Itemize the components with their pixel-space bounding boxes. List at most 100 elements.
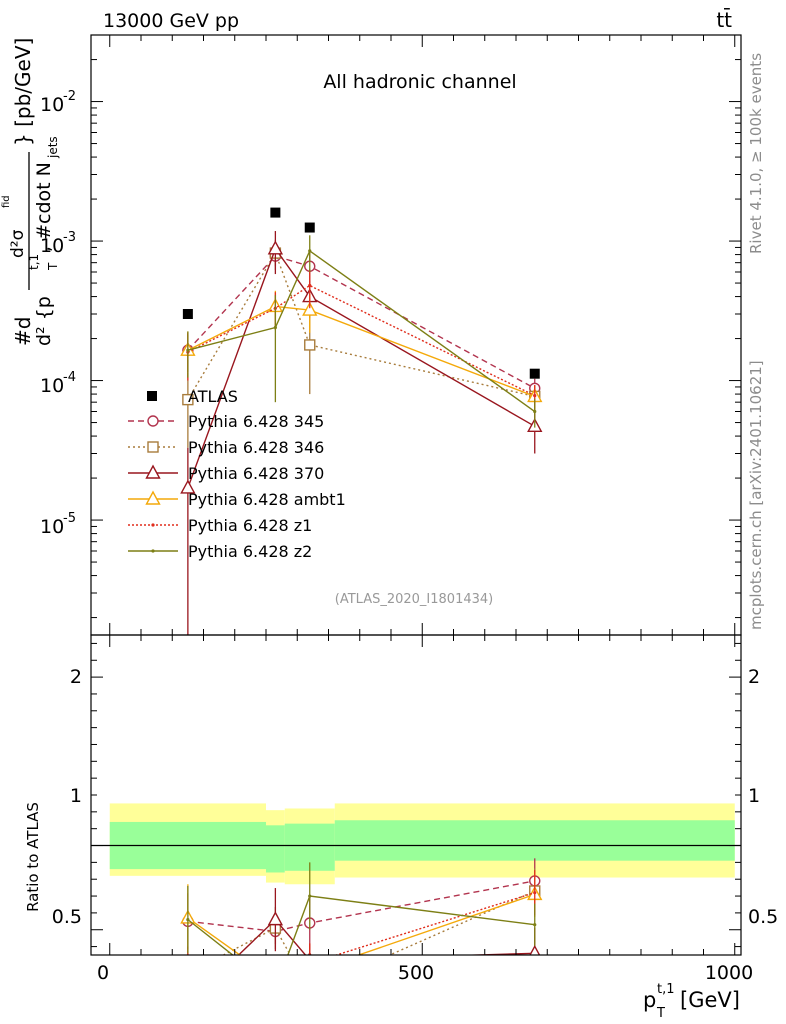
x-tick-label: 500 (398, 962, 434, 984)
y-tick-label-1e-5: 10 -5 (40, 511, 76, 538)
legend-marker (145, 464, 161, 479)
xlabel-sup: t,1 (657, 982, 675, 997)
series-line (187, 255, 536, 389)
legend-label: Pythia 6.428 370 (188, 464, 324, 483)
y-tick-exponent: -3 (63, 230, 76, 245)
ylabel-jets-sub: jets (46, 136, 60, 159)
atlas-data-point (270, 207, 281, 218)
ylabel-fid: fid (1, 195, 12, 208)
ratio-tick-label-right: 1 (748, 785, 760, 807)
data-point (180, 479, 196, 494)
chart-title: All hadronic channel (323, 71, 516, 93)
legend-label: ATLAS (188, 387, 238, 406)
ylabel-pt-sub: T (46, 262, 60, 271)
ratio-series-pythia-6.428-370 (181, 888, 541, 1009)
legend: ATLAS Pythia 6.428 345 Pythia 6.428 346 Py… (128, 387, 346, 561)
ratio-point (181, 997, 194, 1009)
analysis-label: (ATLAS_2020_I1801434) (335, 592, 493, 607)
y-tick-base: 10 (40, 516, 64, 538)
legend-entry: Pythia 6.428 370 (128, 464, 324, 483)
legend-marker (147, 441, 159, 453)
ratio-line (187, 880, 535, 933)
series-pythia-6.428-z1 (186, 269, 537, 409)
series-line (187, 249, 536, 413)
data-point (302, 301, 318, 316)
y-tick-label-1e-4: 10 -4 (40, 370, 76, 397)
y-tick-base: 10 (40, 235, 64, 257)
y-tick-base: 10 (40, 94, 64, 116)
ratio-line (187, 895, 535, 955)
source-label: mcplots.cern.ch [arXiv:2401.10621] (747, 360, 765, 630)
ratio-tick-label-left: 2 (70, 666, 82, 688)
ratio-point (183, 969, 193, 979)
ratio-point (186, 918, 190, 922)
x-tick-label: 0 (97, 962, 109, 984)
legend-marker (151, 549, 155, 553)
series-line (187, 305, 536, 398)
y-tick-exponent: -4 (63, 370, 76, 385)
ratio-tick-label-left: 0.5 (52, 906, 82, 928)
ratio-point (274, 987, 277, 990)
legend-marker (145, 490, 161, 505)
ratio-point (303, 965, 316, 977)
ratio-point (533, 923, 537, 927)
ratio-point (533, 891, 537, 895)
atlas-data-point (529, 368, 540, 379)
axes (90, 34, 742, 956)
header-beam-label: 13000 GeV pp (103, 10, 239, 32)
ylabel-prefix: #d (11, 317, 35, 346)
legend-entry: Pythia 6.428 346 (128, 438, 324, 457)
y-tick-exponent: -2 (63, 89, 76, 104)
y-tick-label-1e-2: 10 -2 (40, 89, 76, 116)
ratio-series-pythia-6.428-z2 (186, 862, 537, 990)
series-line (187, 284, 536, 397)
data-point (267, 240, 284, 255)
legend-entry: Pythia 6.428 ambt1 (128, 490, 346, 509)
ratio-uncertainty-bands (91, 803, 741, 885)
ratio-line (222, 890, 536, 955)
ratio-line (187, 893, 535, 955)
legend-entry: Pythia 6.428 345 (128, 412, 324, 431)
legend-label: Pythia 6.428 345 (188, 412, 324, 431)
ylabel-unit: } [pb/GeV] (11, 38, 35, 146)
main-y-axis-label: #d d²σ fid d² {p T t,1 , #cdot N jets } … (1, 38, 60, 346)
x-tick-label: 1000 (705, 962, 753, 984)
data-point (186, 348, 190, 352)
series-line (187, 251, 535, 400)
x-axis-label: p T t,1 [GeV] (643, 982, 740, 1021)
data-point (308, 283, 312, 288)
ratio-series-pythia-6.428-346 (183, 868, 541, 995)
data-point (182, 393, 194, 406)
ratio-y-axis-label: Ratio to ATLAS (24, 802, 42, 912)
xlabel-sub: T (656, 1006, 665, 1021)
ratio-plot-marks (180, 858, 543, 1009)
legend-label: Pythia 6.428 z2 (188, 542, 312, 561)
atlas-data-point (304, 222, 315, 233)
series-line (187, 247, 536, 489)
legend-entry: Pythia 6.428 z1 (128, 516, 312, 535)
ratio-band-green (334, 820, 735, 861)
rivet-label: Rivet 4.1.0, ≥ 100k events (747, 53, 765, 254)
ratio-point (305, 985, 315, 995)
ylabel-denominator: d² {p (33, 296, 55, 346)
xlabel-p: p (643, 988, 656, 1012)
legend-marker (147, 415, 159, 427)
series-pythia-6.428-z2 (186, 235, 537, 428)
ratio-point (274, 977, 277, 980)
y-tick-label-1e-3: 10 -3 (40, 230, 76, 257)
xlabel-unit: [GeV] (680, 988, 740, 1012)
y-tick-base: 10 (40, 375, 64, 397)
ratio-line (334, 892, 535, 955)
series-pythia-6.428-370 (180, 231, 543, 635)
ratio-point (186, 979, 189, 982)
ratio-series-pythia-6.428-z1 (186, 870, 537, 982)
legend-entry: Pythia 6.428 z2 (128, 542, 312, 561)
ratio-tick-label-right: 0.5 (748, 906, 778, 928)
ratio-point (267, 911, 284, 926)
legend-label: Pythia 6.428 z1 (188, 516, 312, 535)
main-plot-marks (180, 207, 543, 635)
ratio-series-group (180, 858, 543, 1009)
header-process-label: tt̄ (716, 7, 732, 32)
ratio-point (308, 894, 312, 898)
